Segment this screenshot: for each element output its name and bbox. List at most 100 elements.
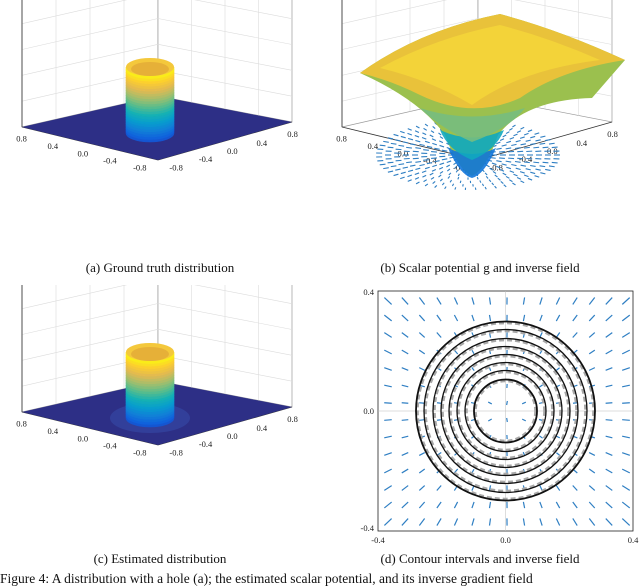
field-arrow	[486, 176, 488, 178]
field-arrow	[388, 162, 394, 163]
field-arrow	[477, 177, 478, 179]
field-arrow	[506, 176, 509, 178]
field-arrow	[512, 183, 515, 185]
tick-label: 0.8	[16, 419, 27, 429]
field-arrow	[498, 178, 501, 180]
field-arrow	[516, 140, 521, 141]
field-arrow	[423, 160, 429, 161]
field-arrow	[526, 140, 531, 141]
field-arrow	[520, 137, 525, 138]
field-arrow	[517, 178, 521, 180]
field-arrow	[512, 125, 515, 127]
field-arrow	[506, 161, 512, 162]
field-arrow	[521, 165, 526, 166]
field-arrow	[511, 165, 516, 166]
surface-plot-ground-truth: 0.80.40.0-0.4-0.80.80.40.0-0.4-0.8	[0, 0, 320, 255]
cylinder-inner-hole	[131, 347, 169, 361]
field-arrow	[380, 164, 386, 165]
field-arrow	[622, 420, 630, 421]
tick-label: 0.4	[48, 426, 59, 436]
field-arrow	[431, 158, 437, 159]
field-arrow	[415, 178, 419, 180]
field-arrow	[524, 162, 530, 163]
field-arrow	[549, 143, 555, 144]
field-arrow	[495, 175, 498, 177]
field-arrow	[403, 142, 408, 143]
field-arrow	[606, 420, 613, 421]
field-arrow	[432, 170, 436, 172]
tick-label: 0.4	[48, 141, 59, 151]
field-arrow	[545, 169, 550, 170]
field-arrow	[535, 176, 540, 177]
field-arrow	[391, 166, 397, 167]
tick-label: 0.4	[368, 141, 379, 151]
field-arrow	[447, 169, 450, 171]
tick-label: 0.4	[256, 138, 267, 148]
field-arrow	[449, 173, 451, 175]
field-arrow	[422, 171, 426, 173]
field-arrow	[438, 175, 441, 177]
field-arrow	[408, 180, 412, 182]
field-arrow	[521, 127, 525, 129]
y-tick-label: -0.4	[361, 523, 375, 533]
field-arrow	[398, 164, 404, 165]
field-arrow	[401, 136, 406, 137]
field-arrow	[442, 159, 447, 160]
field-arrow	[521, 181, 525, 183]
field-arrow	[422, 133, 426, 135]
field-arrow	[507, 401, 508, 405]
field-arrow	[415, 173, 419, 175]
field-arrow	[406, 147, 412, 148]
field-arrow	[475, 188, 476, 190]
field-arrow	[415, 148, 421, 149]
tick-label: -0.4	[103, 155, 117, 165]
field-arrow	[407, 175, 411, 177]
tick-label: -0.4	[103, 440, 117, 450]
field-arrow	[415, 131, 419, 133]
cylinder-inner-hole	[131, 62, 169, 76]
field-arrow	[514, 134, 518, 136]
field-arrow	[425, 167, 430, 168]
field-arrow	[509, 180, 512, 182]
field-arrow	[535, 140, 540, 141]
field-arrow	[455, 187, 456, 189]
field-arrow	[504, 185, 506, 187]
field-arrow	[526, 169, 531, 170]
field-arrow	[437, 420, 441, 421]
field-arrow	[434, 148, 439, 149]
field-arrow	[439, 167, 443, 169]
caption-d: (d) Contour intervals and inverse field	[320, 551, 640, 567]
field-arrow	[524, 147, 530, 148]
field-arrow	[540, 143, 546, 144]
surface-plot-estimated: 0.80.40.0-0.4-0.80.80.40.0-0.4-0.8	[0, 285, 320, 540]
field-arrow	[431, 152, 437, 153]
field-arrow	[545, 140, 550, 141]
field-arrow	[524, 175, 528, 177]
field-arrow	[510, 138, 514, 140]
field-arrow	[408, 138, 413, 139]
field-arrow	[403, 167, 408, 168]
field-arrow	[402, 403, 409, 404]
field-arrow	[425, 141, 430, 142]
y-tick-label: 0.0	[363, 406, 374, 416]
field-arrow	[432, 139, 436, 141]
field-arrow	[440, 145, 444, 147]
field-arrow	[440, 171, 443, 173]
x-tick-label: 0.4	[628, 535, 639, 545]
field-arrow	[501, 181, 504, 183]
field-arrow	[452, 184, 453, 186]
tick-label: -0.8	[133, 448, 146, 458]
field-arrow	[402, 420, 409, 421]
field-arrow	[420, 144, 425, 145]
field-arrow	[384, 403, 392, 404]
field-arrow	[506, 167, 511, 168]
tick-label: 0.8	[287, 129, 298, 139]
field-arrow	[422, 138, 426, 140]
field-arrow	[499, 158, 505, 159]
tick-label: 0.4	[576, 138, 587, 148]
field-arrow	[440, 163, 444, 165]
field-arrow	[606, 403, 613, 404]
field-arrow	[433, 126, 436, 128]
field-arrow	[450, 180, 451, 182]
